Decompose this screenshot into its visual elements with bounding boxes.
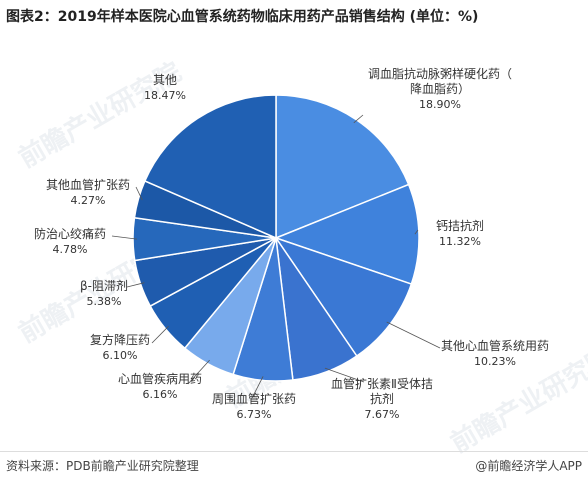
slice-value-label: 6.73%	[237, 408, 272, 421]
pie-chart: 调血脂抗动脉粥样硬化药（降血脂药） 18.90% 钙拮抗剂 11.32% 其他心血管系统…	[34, 66, 549, 421]
slice-value-label: 10.23%	[474, 355, 516, 368]
slice-value-label: 4.27%	[71, 194, 106, 207]
slice-value-label: 6.10%	[103, 349, 138, 362]
slice-label: 周围血管扩张药	[212, 391, 296, 406]
slice-label: 其他心血管系统用药	[441, 338, 549, 353]
slice-label: 其他	[153, 73, 177, 87]
chart-title: 图表2：2019年样本医院心血管系统药物临床用药产品销售结构 (单位：%)	[6, 9, 479, 25]
pie-slice	[274, 236, 413, 358]
slice-label: 降血脂药）	[410, 81, 470, 96]
leader-line	[126, 282, 145, 288]
leader-line	[386, 321, 441, 349]
slice-value-label: 4.78%	[53, 243, 88, 256]
slice-value-label: 6.16%	[143, 388, 178, 401]
brand-credit: @前瞻经济学人APP	[475, 459, 582, 473]
slice-label: 心血管疾病用药	[118, 371, 202, 386]
pie-slice	[143, 94, 277, 240]
leader-line	[187, 359, 210, 385]
slice-label: 复方降压药	[90, 332, 150, 347]
source-note: 资料来源：PDB前瞻产业研究院整理	[6, 459, 199, 473]
slice-label: 血管扩张素Ⅱ受体拮	[331, 376, 433, 391]
slice-label: 抗剂	[370, 391, 394, 406]
pie-slice	[273, 183, 420, 285]
slice-value-label: 7.67%	[365, 408, 400, 421]
footer: 资料来源：PDB前瞻产业研究院整理 @前瞻经济学人APP	[0, 451, 588, 482]
leader-line	[414, 229, 419, 235]
leader-line	[251, 376, 264, 399]
slice-value-label: 18.47%	[144, 89, 186, 102]
leader-line	[151, 325, 169, 344]
slice-value-label: 18.90%	[419, 98, 461, 111]
leader-line	[353, 114, 364, 124]
slice-value-label: 11.32%	[439, 235, 481, 248]
slice-label: 防治心绞痛药	[34, 226, 106, 241]
slice-label: 钙拮抗剂	[436, 218, 484, 233]
pie-slice	[275, 94, 410, 240]
slice-label: 调血脂抗动脉粥样硬化药（	[368, 66, 512, 81]
slice-label: β-阻滞剂	[80, 278, 128, 293]
leader-line	[135, 186, 143, 201]
slice-label: 其他血管扩张药	[46, 177, 130, 192]
slice-value-label: 5.38%	[87, 295, 122, 308]
leader-line	[324, 367, 365, 383]
leader-line	[111, 235, 138, 240]
